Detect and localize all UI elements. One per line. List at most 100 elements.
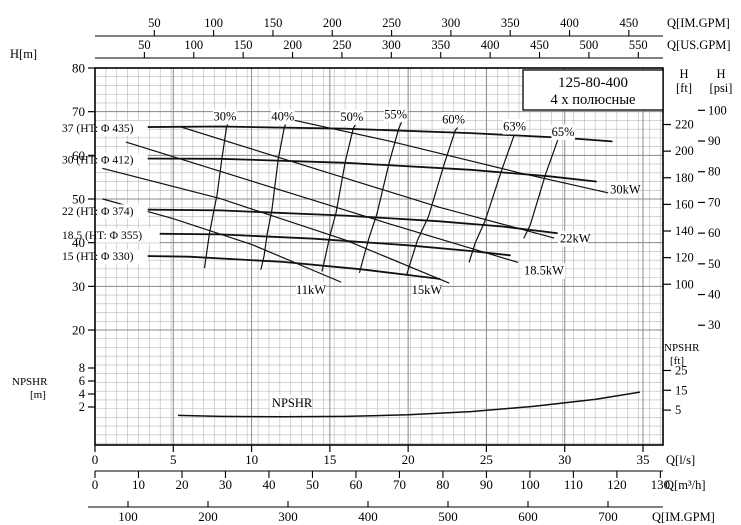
- hpsi-tick: 40: [708, 288, 721, 302]
- cut-gpm-axis-label: Q[IM.GPM]: [652, 510, 715, 524]
- lps-axis-label: Q[l/s]: [666, 453, 695, 467]
- efficiency-label: 30%: [213, 109, 236, 123]
- head-curve: [94, 157, 597, 183]
- power-label: 22kW: [560, 231, 591, 245]
- imgpm-tick: 250: [382, 16, 401, 30]
- npshr-m-label: NPSHR: [12, 376, 48, 388]
- usgpm-tick: 400: [481, 38, 500, 52]
- hpsi-axis-unit: [psi]: [710, 81, 733, 95]
- cut-gpm-tick: 400: [358, 509, 378, 524]
- imgpm-tick: 150: [264, 16, 283, 30]
- npshr-m-tick: 8: [79, 361, 85, 375]
- hpsi-tick: 90: [708, 134, 721, 148]
- efficiency-line: [359, 117, 404, 273]
- npshr-ft-unit: [ft]: [670, 355, 684, 367]
- lps-tick: 5: [170, 452, 177, 467]
- power-line: [125, 141, 519, 263]
- usgpm-tick: 450: [530, 38, 549, 52]
- cut-gpm-tick: 700: [598, 509, 618, 524]
- imgpm-tick: 400: [560, 16, 579, 30]
- power-label: 11kW: [296, 283, 326, 297]
- npshr-m-tick: 4: [79, 387, 86, 401]
- imgpm-tick: 50: [148, 16, 161, 30]
- head-curves: [94, 125, 613, 280]
- hpsi-tick: 60: [708, 226, 721, 240]
- cut-gpm-tick: 100: [118, 509, 138, 524]
- efficiency-label: 65%: [552, 125, 575, 139]
- plot-border: [94, 67, 664, 446]
- hft-tick: 180: [675, 171, 694, 185]
- hft-axis-label: H: [679, 67, 688, 81]
- usgpm-tick: 300: [382, 38, 401, 52]
- lps-tick: 30: [558, 452, 571, 467]
- right-axes: H[ft]100120140160180200220H[psi]30405060…: [663, 67, 732, 417]
- usgpm-tick: 500: [580, 38, 599, 52]
- power-label: 18.5kW: [524, 264, 564, 278]
- m3h-tick: 120: [607, 477, 627, 492]
- hpsi-tick: 30: [708, 318, 721, 332]
- m3h-tick: 40: [262, 477, 275, 492]
- power-label: 15kW: [412, 283, 443, 297]
- npshr-curve: [177, 391, 641, 418]
- npshr-ft-label: NPSHR: [664, 342, 700, 354]
- efficiency-label: 63%: [503, 120, 526, 134]
- efficiency-label: 50%: [340, 110, 363, 124]
- head-curve: [94, 125, 613, 143]
- imgpm-tick: 300: [442, 16, 461, 30]
- impeller-label: 37 (HT: Φ 435): [62, 123, 134, 135]
- usgpm-tick: 250: [333, 38, 352, 52]
- npshr-m-tick: 2: [79, 400, 85, 414]
- hpsi-tick: 100: [708, 103, 727, 117]
- impeller-label: 22 (HT: Φ 374): [62, 206, 134, 218]
- imgpm-tick: 200: [323, 16, 342, 30]
- cut-gpm-tick: 300: [278, 509, 298, 524]
- hm-tick: 40: [72, 235, 85, 250]
- m3h-tick: 0: [92, 477, 99, 492]
- efficiency-line: [406, 123, 461, 276]
- hft-tick: 120: [675, 251, 694, 265]
- cut-gpm-tick: 500: [438, 509, 458, 524]
- usgpm-tick: 150: [234, 38, 253, 52]
- m3h-tick: 60: [349, 477, 362, 492]
- hm-tick: 60: [72, 148, 85, 163]
- impeller-label: 18.5 (HT: Φ 355): [62, 230, 142, 242]
- pump-poles: 4 х полюсные: [550, 92, 635, 108]
- m3h-tick: 100: [520, 477, 540, 492]
- npshr-ft-tick: 15: [675, 383, 688, 397]
- npshr-label: NPSHR: [272, 396, 313, 410]
- m3h-tick: 10: [132, 477, 145, 492]
- impeller-label: 15 (HT: Φ 330): [62, 251, 134, 263]
- hm-tick: 80: [72, 61, 85, 76]
- head-curve: [94, 208, 558, 235]
- m3h-tick: 70: [393, 477, 406, 492]
- m3h-tick: 20: [175, 477, 188, 492]
- imgpm-tick: 350: [501, 16, 520, 30]
- imgpm-tick: 450: [619, 16, 638, 30]
- hpsi-axis-label: H: [716, 67, 725, 81]
- npshr-line: [177, 391, 641, 418]
- lps-tick: 0: [92, 452, 99, 467]
- hm-tick: 20: [72, 323, 85, 338]
- head-curve: [94, 254, 441, 280]
- hpsi-tick: 50: [708, 257, 721, 271]
- npshr-ft-tick: 25: [675, 363, 688, 377]
- efficiency-label: 55%: [384, 107, 407, 121]
- curve-labels: 37 (HT: Φ 435) 30 (HT: Φ 412) 22 (HT: Φ 37…: [60, 106, 641, 412]
- imgpm-tick: 100: [204, 16, 223, 30]
- hpsi-tick: 80: [708, 165, 721, 179]
- usgpm-tick: 100: [184, 38, 203, 52]
- usgpm-axis-label: Q[US.GPM]: [667, 38, 731, 52]
- hm-tick: 30: [72, 279, 85, 294]
- hft-tick: 220: [675, 118, 694, 132]
- hm-axis-label: H[m]: [10, 47, 37, 61]
- m3h-axis-label: Q[m³/h]: [665, 478, 706, 492]
- usgpm-tick: 550: [629, 38, 648, 52]
- bottom-axes: 0 5 10 15 20 25 30 35 Q[l/s] 0 10 20 30 40 50 60 70 80 90 1…: [88, 445, 715, 524]
- npshr-m-tick: 6: [79, 374, 85, 388]
- m3h-tick: 90: [480, 477, 493, 492]
- m3h-tick: 30: [219, 477, 232, 492]
- lps-tick: 15: [323, 452, 336, 467]
- imgpm-axis-label: Q[IM.GPM]: [667, 16, 730, 30]
- lps-tick: 20: [402, 452, 415, 467]
